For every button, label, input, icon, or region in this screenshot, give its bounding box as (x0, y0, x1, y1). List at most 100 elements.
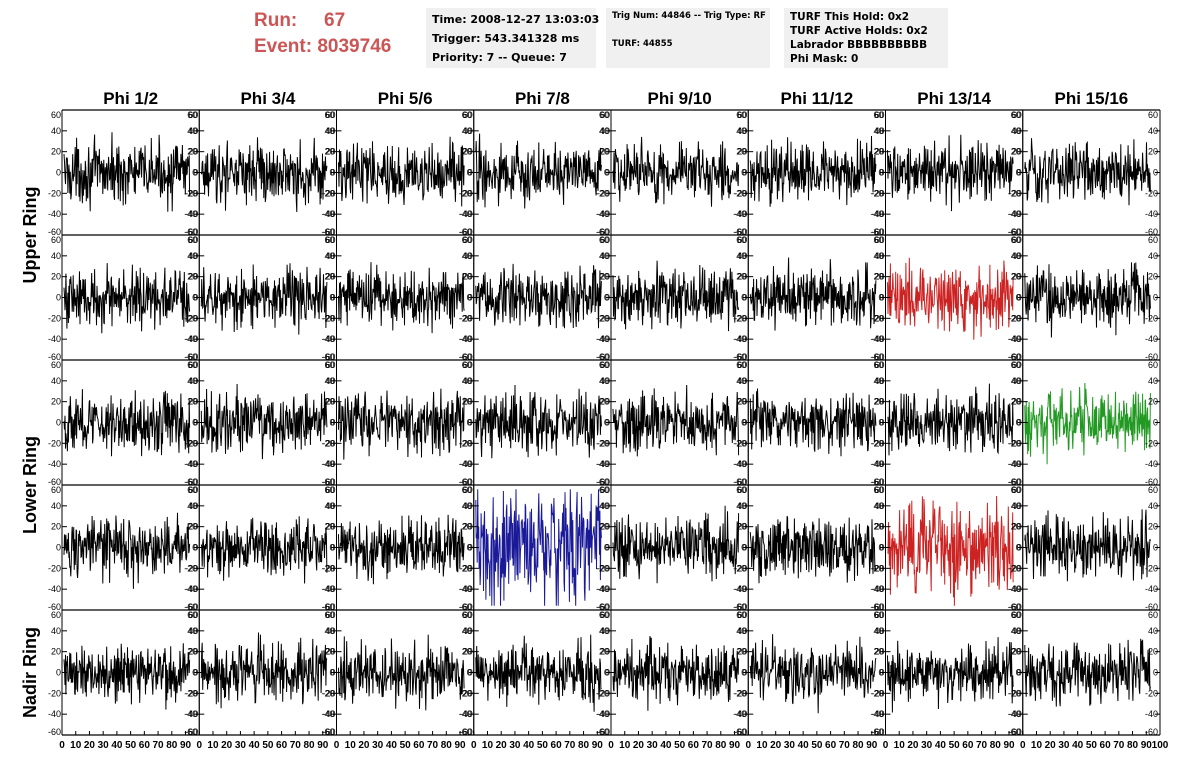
y-tick-label: 20 (51, 647, 61, 657)
y-tick-label: 0 (742, 668, 747, 678)
y-tick-label: 20 (736, 397, 746, 407)
waveform-trace (200, 516, 328, 584)
y-tick-label: 0 (56, 418, 61, 428)
y-tick-label: -60 (596, 602, 609, 612)
y-tick-label: -60 (460, 227, 473, 237)
y-tick-label: -40 (460, 459, 473, 469)
y-tick-label: -60 (322, 352, 335, 362)
y-tick-label: 0 (468, 418, 473, 428)
y-tick-label: 20 (873, 397, 883, 407)
y-tick-label: 40 (187, 126, 197, 136)
x-tick-label: 80 (990, 740, 1002, 751)
y-tick-label: -40 (871, 334, 884, 344)
y-tick-label: 20 (187, 397, 197, 407)
y-tick-label: 0 (1153, 543, 1158, 553)
waveform-trace (749, 388, 877, 457)
y-tick-label: -20 (459, 438, 472, 448)
y-tick-label: 60 (599, 485, 609, 495)
x-tick-label: 40 (935, 740, 947, 751)
column-title: Phi 5/6 (378, 89, 433, 108)
waveform-trace (1024, 138, 1151, 206)
y-tick-label: 0 (878, 668, 883, 678)
y-tick-label: 40 (600, 501, 610, 511)
y-tick-label: -20 (48, 563, 61, 573)
y-tick-label: 0 (329, 418, 334, 428)
y-tick-label: -20 (185, 563, 198, 573)
y-tick-label: 0 (741, 418, 746, 428)
y-tick-label: -60 (871, 227, 884, 237)
y-tick-label: -60 (322, 477, 335, 487)
y-tick-label: -20 (734, 188, 747, 198)
y-tick-label: -40 (321, 709, 334, 719)
y-tick-label: 20 (325, 397, 335, 407)
y-tick-label: 40 (1148, 251, 1158, 261)
y-tick-label: 60 (600, 360, 610, 370)
x-tick-label: 10 (619, 740, 631, 751)
event-value: 8039746 (317, 36, 392, 57)
x-tick-label: 70 (427, 740, 439, 751)
y-tick-label: 0 (879, 418, 884, 428)
y-tick-label: -60 (870, 602, 883, 612)
y-tick-label: -40 (322, 209, 335, 219)
y-tick-label: 40 (325, 626, 335, 636)
waveform-trace (887, 383, 1014, 456)
y-tick-label: -40 (321, 459, 334, 469)
y-tick-label: 20 (737, 272, 747, 282)
y-tick-label: 20 (463, 272, 473, 282)
y-tick-label: 0 (193, 168, 198, 178)
y-tick-label: 0 (879, 543, 884, 553)
y-tick-label: 20 (1148, 522, 1158, 532)
y-tick-label: 20 (462, 397, 472, 407)
y-tick-label: -40 (322, 709, 335, 719)
y-tick-label: 60 (737, 235, 747, 245)
waveform-trace (612, 136, 740, 207)
x-tick-label: 80 (441, 740, 453, 751)
y-tick-label: -60 (184, 477, 197, 487)
y-tick-label: 20 (600, 522, 610, 532)
y-tick-label: -60 (597, 352, 610, 362)
column-title: Phi 1/2 (103, 89, 158, 108)
y-tick-label: -60 (871, 602, 884, 612)
y-tick-label: -60 (459, 477, 472, 487)
x-tick-label: 60 (551, 740, 563, 751)
y-tick-label: -20 (596, 688, 609, 698)
y-tick-label: 20 (600, 647, 610, 657)
y-tick-label: -20 (734, 313, 747, 323)
y-tick-label: 0 (604, 418, 609, 428)
y-tick-label: -60 (184, 727, 197, 737)
y-tick-label: -40 (1008, 334, 1021, 344)
y-tick-label: 60 (188, 110, 198, 120)
y-tick-label: 0 (329, 293, 334, 303)
y-tick-label: 0 (56, 668, 61, 678)
y-tick-label: 40 (1148, 626, 1158, 636)
x-tick-label: 70 (702, 740, 714, 751)
y-tick-label: 60 (874, 610, 884, 620)
y-tick-label: -20 (733, 188, 746, 198)
y-tick-label: -20 (460, 563, 473, 573)
y-tick-label: -40 (733, 209, 746, 219)
y-tick-label: -60 (871, 477, 884, 487)
x-tick-label: 40 (111, 740, 123, 751)
y-tick-label: 40 (874, 251, 884, 261)
y-tick-label: 0 (878, 543, 883, 553)
y-tick-label: -60 (1009, 727, 1022, 737)
y-tick-label: 20 (1012, 397, 1022, 407)
y-tick-label: -60 (185, 227, 198, 237)
y-tick-label: 20 (325, 647, 335, 657)
y-tick-label: -40 (184, 209, 197, 219)
y-tick-label: -60 (870, 727, 883, 737)
x-tick-label: 90 (317, 740, 329, 751)
y-tick-label: 40 (1148, 126, 1158, 136)
y-tick-label: -60 (460, 602, 473, 612)
y-tick-label: -20 (1008, 563, 1021, 573)
y-tick-label: 60 (873, 360, 883, 370)
y-tick-label: -40 (460, 334, 473, 344)
y-tick-label: -60 (596, 227, 609, 237)
y-tick-label: -20 (48, 438, 61, 448)
y-tick-label: -20 (184, 313, 197, 323)
y-tick-label: 20 (463, 147, 473, 157)
waveform-trace (475, 634, 602, 712)
x-tick-label: 70 (976, 740, 988, 751)
waveform-trace (63, 643, 191, 710)
x-tick-label: 40 (660, 740, 672, 751)
